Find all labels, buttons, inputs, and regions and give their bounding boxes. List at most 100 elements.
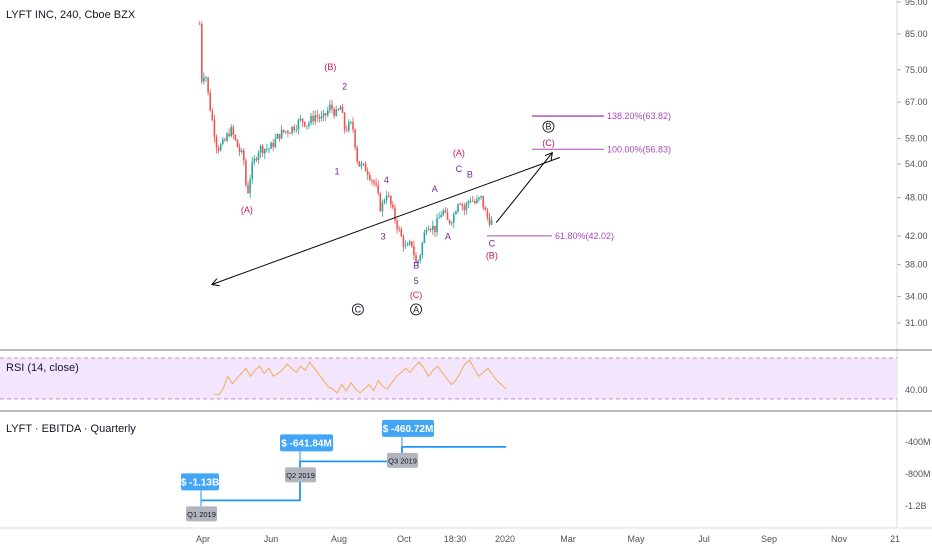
candle-body[interactable]	[352, 121, 354, 130]
candle-body[interactable]	[243, 150, 245, 161]
candle-body[interactable]	[476, 199, 478, 204]
candle-body[interactable]	[339, 106, 342, 110]
candle-body[interactable]	[287, 131, 289, 133]
candle-body[interactable]	[429, 228, 432, 230]
candle-body[interactable]	[318, 116, 321, 119]
rsi-indicator[interactable]: 40.00	[213, 359, 928, 396]
candle-body[interactable]	[448, 219, 451, 224]
candle-body[interactable]	[413, 246, 415, 256]
candle-body[interactable]	[259, 146, 262, 153]
candle-body[interactable]	[236, 139, 239, 148]
candle-body[interactable]	[272, 142, 275, 148]
candle-body[interactable]	[198, 23, 201, 25]
ebitda-indicator[interactable]: -400M -800M -1.2B $ -1.13B Q1 2019 $ -641.84M…	[181, 419, 931, 522]
candle-body[interactable]	[364, 163, 367, 172]
candle-body[interactable]	[316, 115, 319, 117]
candle-body[interactable]	[358, 161, 361, 167]
candle-body[interactable]	[486, 210, 489, 218]
candle-body[interactable]	[324, 113, 327, 116]
candle-body[interactable]	[463, 205, 466, 211]
candle-body[interactable]	[297, 120, 300, 130]
candle-body[interactable]	[488, 217, 491, 225]
candle-body[interactable]	[274, 138, 277, 148]
candle-body[interactable]	[343, 112, 346, 130]
candle-body[interactable]	[205, 77, 207, 79]
ebitda-quarter-badge[interactable]	[387, 452, 418, 468]
candle-body[interactable]	[282, 129, 285, 133]
candle-body[interactable]	[310, 115, 312, 124]
candle-body[interactable]	[450, 222, 453, 224]
candle-body[interactable]	[257, 152, 260, 161]
candle-body[interactable]	[381, 202, 384, 212]
candle-body[interactable]	[285, 131, 287, 133]
candle-body[interactable]	[478, 197, 480, 200]
candle-body[interactable]	[226, 133, 228, 141]
candle-body[interactable]	[406, 244, 409, 246]
candle-body[interactable]	[480, 195, 482, 198]
rsi-line[interactable]	[213, 359, 507, 396]
candle-body[interactable]	[467, 201, 470, 204]
candle-body[interactable]	[354, 129, 356, 148]
candles[interactable]	[198, 20, 493, 266]
candle-body[interactable]	[240, 150, 243, 152]
candle-body[interactable]	[371, 179, 373, 181]
ebitda-value-badge[interactable]	[280, 434, 333, 452]
candle-body[interactable]	[224, 139, 226, 141]
candle-body[interactable]	[341, 106, 344, 113]
candle-body[interactable]	[362, 163, 365, 165]
candle-body[interactable]	[268, 148, 270, 150]
candle-body[interactable]	[356, 147, 359, 162]
candle-body[interactable]	[215, 136, 218, 148]
candle-body[interactable]	[219, 144, 222, 151]
candle-body[interactable]	[421, 242, 424, 256]
candle-body[interactable]	[280, 129, 283, 139]
candle-body[interactable]	[465, 203, 468, 211]
candle-body[interactable]	[461, 204, 464, 206]
candle-body[interactable]	[306, 125, 308, 127]
candle-body[interactable]	[423, 232, 426, 243]
candle-body[interactable]	[211, 110, 214, 121]
candle-body[interactable]	[222, 139, 224, 145]
candle-body[interactable]	[245, 160, 247, 186]
candle-body[interactable]	[335, 109, 338, 116]
candle-body[interactable]	[444, 210, 447, 213]
candle-body[interactable]	[360, 163, 363, 167]
candle-body[interactable]	[228, 133, 230, 137]
candle-body[interactable]	[366, 171, 369, 175]
candle-body[interactable]	[345, 129, 348, 131]
candle-body[interactable]	[217, 147, 220, 151]
candle-body[interactable]	[299, 118, 302, 121]
candle-body[interactable]	[396, 220, 398, 229]
candle-body[interactable]	[247, 185, 249, 194]
candle-body[interactable]	[383, 200, 386, 203]
candle-body[interactable]	[322, 113, 325, 117]
candle-body[interactable]	[377, 184, 380, 194]
candle-body[interactable]	[201, 24, 203, 82]
candle-body[interactable]	[203, 77, 205, 82]
candle-body[interactable]	[471, 200, 474, 202]
candle-body[interactable]	[438, 217, 440, 219]
candle-body[interactable]	[293, 126, 296, 131]
candle-body[interactable]	[446, 212, 449, 220]
candle-body[interactable]	[261, 146, 264, 154]
candle-body[interactable]	[312, 115, 314, 122]
candle-body[interactable]	[207, 77, 209, 93]
candle-body[interactable]	[490, 220, 493, 225]
candle-body[interactable]	[238, 147, 241, 152]
candle-body[interactable]	[442, 210, 445, 215]
candle-body[interactable]	[419, 255, 422, 261]
candle-body[interactable]	[440, 214, 443, 218]
candle-body[interactable]	[289, 132, 291, 134]
candle-body[interactable]	[398, 228, 401, 230]
time-axis[interactable]: Apr Jun Aug Oct 18:30 2020 Mar May Jul Sep Nov 21	[196, 534, 900, 544]
ebitda-value-badge[interactable]	[382, 419, 434, 437]
candle-body[interactable]	[379, 193, 382, 212]
candle-body[interactable]	[291, 126, 293, 134]
candle-body[interactable]	[234, 134, 237, 140]
candle-body[interactable]	[303, 121, 306, 127]
candle-body[interactable]	[404, 245, 407, 247]
candle-body[interactable]	[387, 195, 390, 197]
candle-body[interactable]	[249, 179, 251, 194]
candle-body[interactable]	[390, 195, 392, 205]
